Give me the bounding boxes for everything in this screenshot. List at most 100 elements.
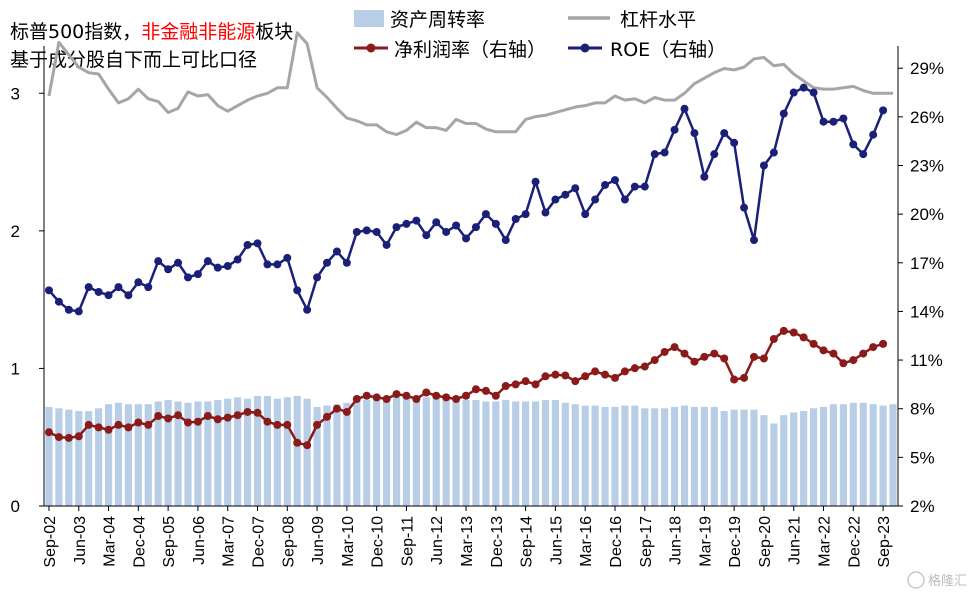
x-tick-label: Mar-16 — [578, 516, 595, 567]
net-margin-point — [362, 391, 371, 400]
net-margin-point — [531, 380, 540, 389]
turnover-bar — [621, 405, 629, 506]
roe-point — [84, 283, 93, 292]
turnover-bar — [144, 404, 152, 506]
x-tick-label: Sep-20 — [757, 516, 774, 568]
x-axis-ticks: Sep-02 Jun-03 Mar-04 Dec-04 Sep-05 Jun-06 Mar-… — [42, 506, 893, 568]
net-margin-point — [382, 394, 391, 403]
x-tick-label: Sep-11 — [399, 516, 416, 567]
roe-point — [313, 273, 322, 282]
net-margin-point — [392, 390, 401, 399]
right-tick-label: 8% — [910, 400, 935, 419]
left-tick-label: 1 — [11, 359, 20, 378]
roe-point — [670, 125, 679, 134]
net-margin-point — [253, 408, 262, 417]
roe-point — [551, 195, 560, 204]
legend-label-roe: ROE（右轴） — [610, 39, 726, 61]
net-margin-point — [223, 413, 232, 422]
turnover-bar — [134, 404, 142, 506]
left-tick-label: 2 — [11, 222, 20, 241]
roe-point — [193, 270, 202, 279]
roe-point — [491, 219, 500, 228]
roe-point — [710, 150, 719, 159]
x-tick-label: Dec-16 — [608, 516, 625, 568]
roe-point — [879, 106, 888, 115]
roe-point — [392, 223, 401, 232]
watermark: 格隆汇 — [907, 571, 967, 589]
turnover-bar — [591, 405, 599, 506]
net-margin-point — [352, 394, 361, 403]
net-margin-point — [84, 420, 93, 429]
roe-point — [481, 210, 490, 219]
watermark-logo-icon — [907, 571, 925, 589]
x-tick-label: Jun-06 — [191, 516, 208, 565]
net-margin-point — [462, 391, 471, 400]
roe-point — [44, 286, 53, 295]
net-margin-point — [54, 433, 63, 442]
net-margin-point — [452, 394, 461, 403]
x-tick-label: Mar-13 — [459, 516, 476, 567]
title-part1: 标普500指数， — [10, 21, 141, 43]
roe-point — [422, 231, 431, 240]
net-margin-point — [114, 420, 123, 429]
roe-point — [243, 240, 252, 249]
right-tick-label: 11% — [910, 351, 943, 370]
turnover-bar — [124, 404, 132, 506]
chart-title-line2: 基于成分股自下而上可比口径 — [10, 49, 257, 71]
net-margin-point — [442, 393, 451, 402]
net-margin-point — [303, 441, 312, 450]
roe-point — [829, 117, 838, 126]
x-tick-label: Jun-12 — [429, 516, 446, 565]
net-margin-point — [571, 377, 580, 386]
net-margin-point — [154, 412, 163, 421]
x-tick-label: Mar-04 — [102, 516, 119, 567]
roe-point — [144, 283, 153, 292]
turnover-bar — [45, 406, 53, 506]
title-part2: 板块 — [255, 21, 293, 43]
x-tick-label: Sep-05 — [161, 516, 178, 568]
roe-point — [630, 182, 639, 191]
legend-swatch-turnover — [354, 10, 384, 27]
net-margin-point — [581, 372, 590, 381]
turnover-bar — [224, 398, 232, 506]
turnover-bar — [85, 411, 93, 506]
right-tick-label: 5% — [910, 448, 935, 467]
net-margin-point — [620, 367, 629, 376]
roe-point — [174, 258, 183, 267]
roe-point — [362, 226, 371, 235]
roe-point — [789, 88, 798, 97]
net-margin-point — [670, 343, 679, 352]
net-margin-point — [740, 373, 749, 382]
roe-point — [352, 227, 361, 236]
turnover-bar — [661, 408, 669, 506]
x-tick-label: Sep-02 — [42, 516, 59, 568]
roe-point — [660, 148, 669, 157]
legend-marker-net-margin — [366, 43, 376, 53]
turnover-bar — [581, 405, 589, 506]
turnover-bar — [472, 400, 480, 506]
turnover-bar — [303, 398, 311, 506]
roe-point — [223, 262, 232, 271]
x-tick-label: Dec-07 — [251, 516, 268, 568]
roe-point — [432, 218, 441, 227]
turnover-bar — [879, 405, 887, 506]
net-margin-point — [680, 349, 689, 358]
net-margin-point — [769, 334, 778, 343]
legend-marker-roe — [580, 43, 590, 53]
net-margin-point — [402, 391, 411, 400]
net-margin-point — [372, 393, 381, 402]
right-tick-label: 2% — [910, 497, 935, 516]
x-tick-label: Mar-19 — [697, 516, 714, 567]
turnover-bar — [273, 398, 281, 506]
turnover-bar — [730, 409, 738, 506]
turnover-bar — [651, 408, 659, 506]
turnover-bar — [323, 405, 331, 506]
x-tick-label: Dec-22 — [846, 516, 863, 568]
turnover-bar — [641, 408, 649, 506]
net-margin-point — [879, 339, 888, 348]
turnover-bar — [333, 404, 341, 506]
net-margin-point — [819, 346, 828, 355]
net-margin-point — [859, 349, 868, 358]
roe-point — [690, 129, 699, 138]
